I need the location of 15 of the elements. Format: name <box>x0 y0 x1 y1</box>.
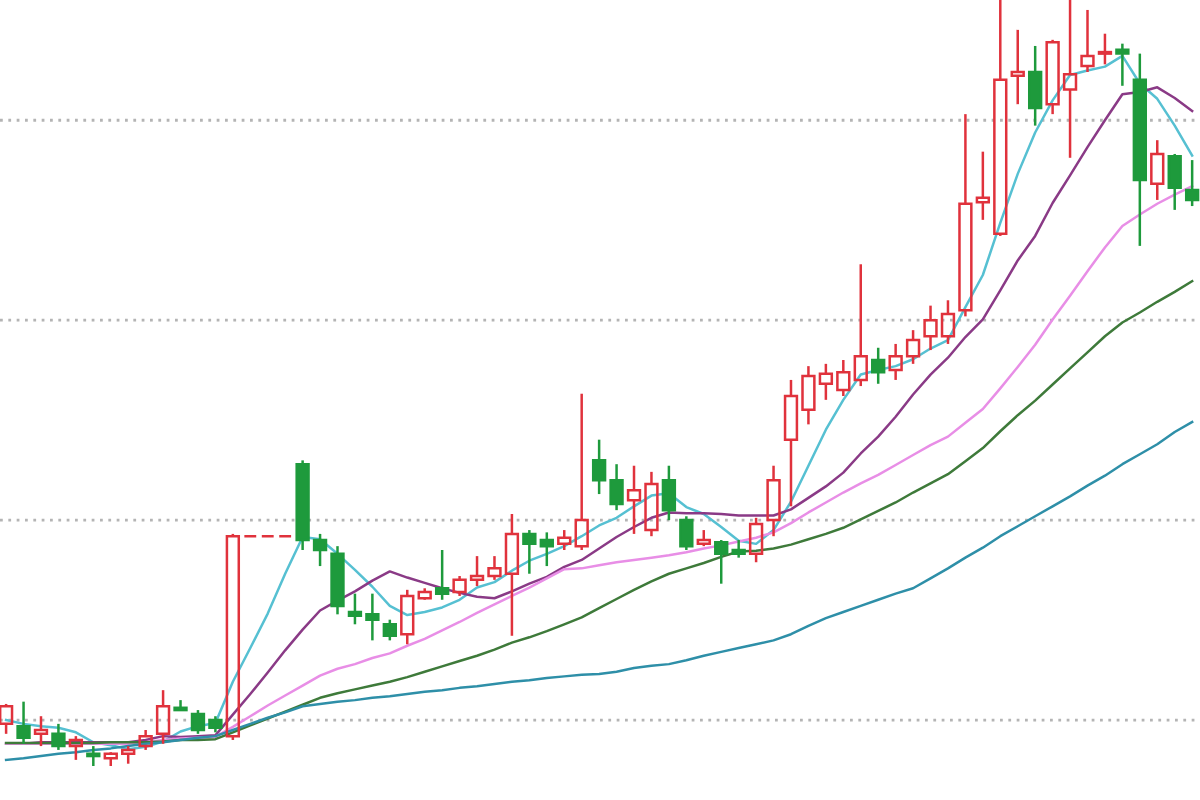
candlestick <box>766 464 781 538</box>
candlestick <box>138 728 153 752</box>
candlestick <box>1115 42 1130 88</box>
candlestick <box>1010 28 1025 106</box>
candlestick <box>86 744 101 766</box>
candlestick <box>679 515 694 552</box>
candlestick <box>958 112 973 318</box>
candlestick <box>51 722 66 752</box>
candlestick <box>1150 138 1165 202</box>
candlestick <box>574 392 589 552</box>
candlestick <box>330 544 345 616</box>
candlestick <box>16 700 31 746</box>
candlestick <box>400 588 415 646</box>
candlestick <box>1080 8 1095 74</box>
candlestick <box>1132 52 1148 248</box>
